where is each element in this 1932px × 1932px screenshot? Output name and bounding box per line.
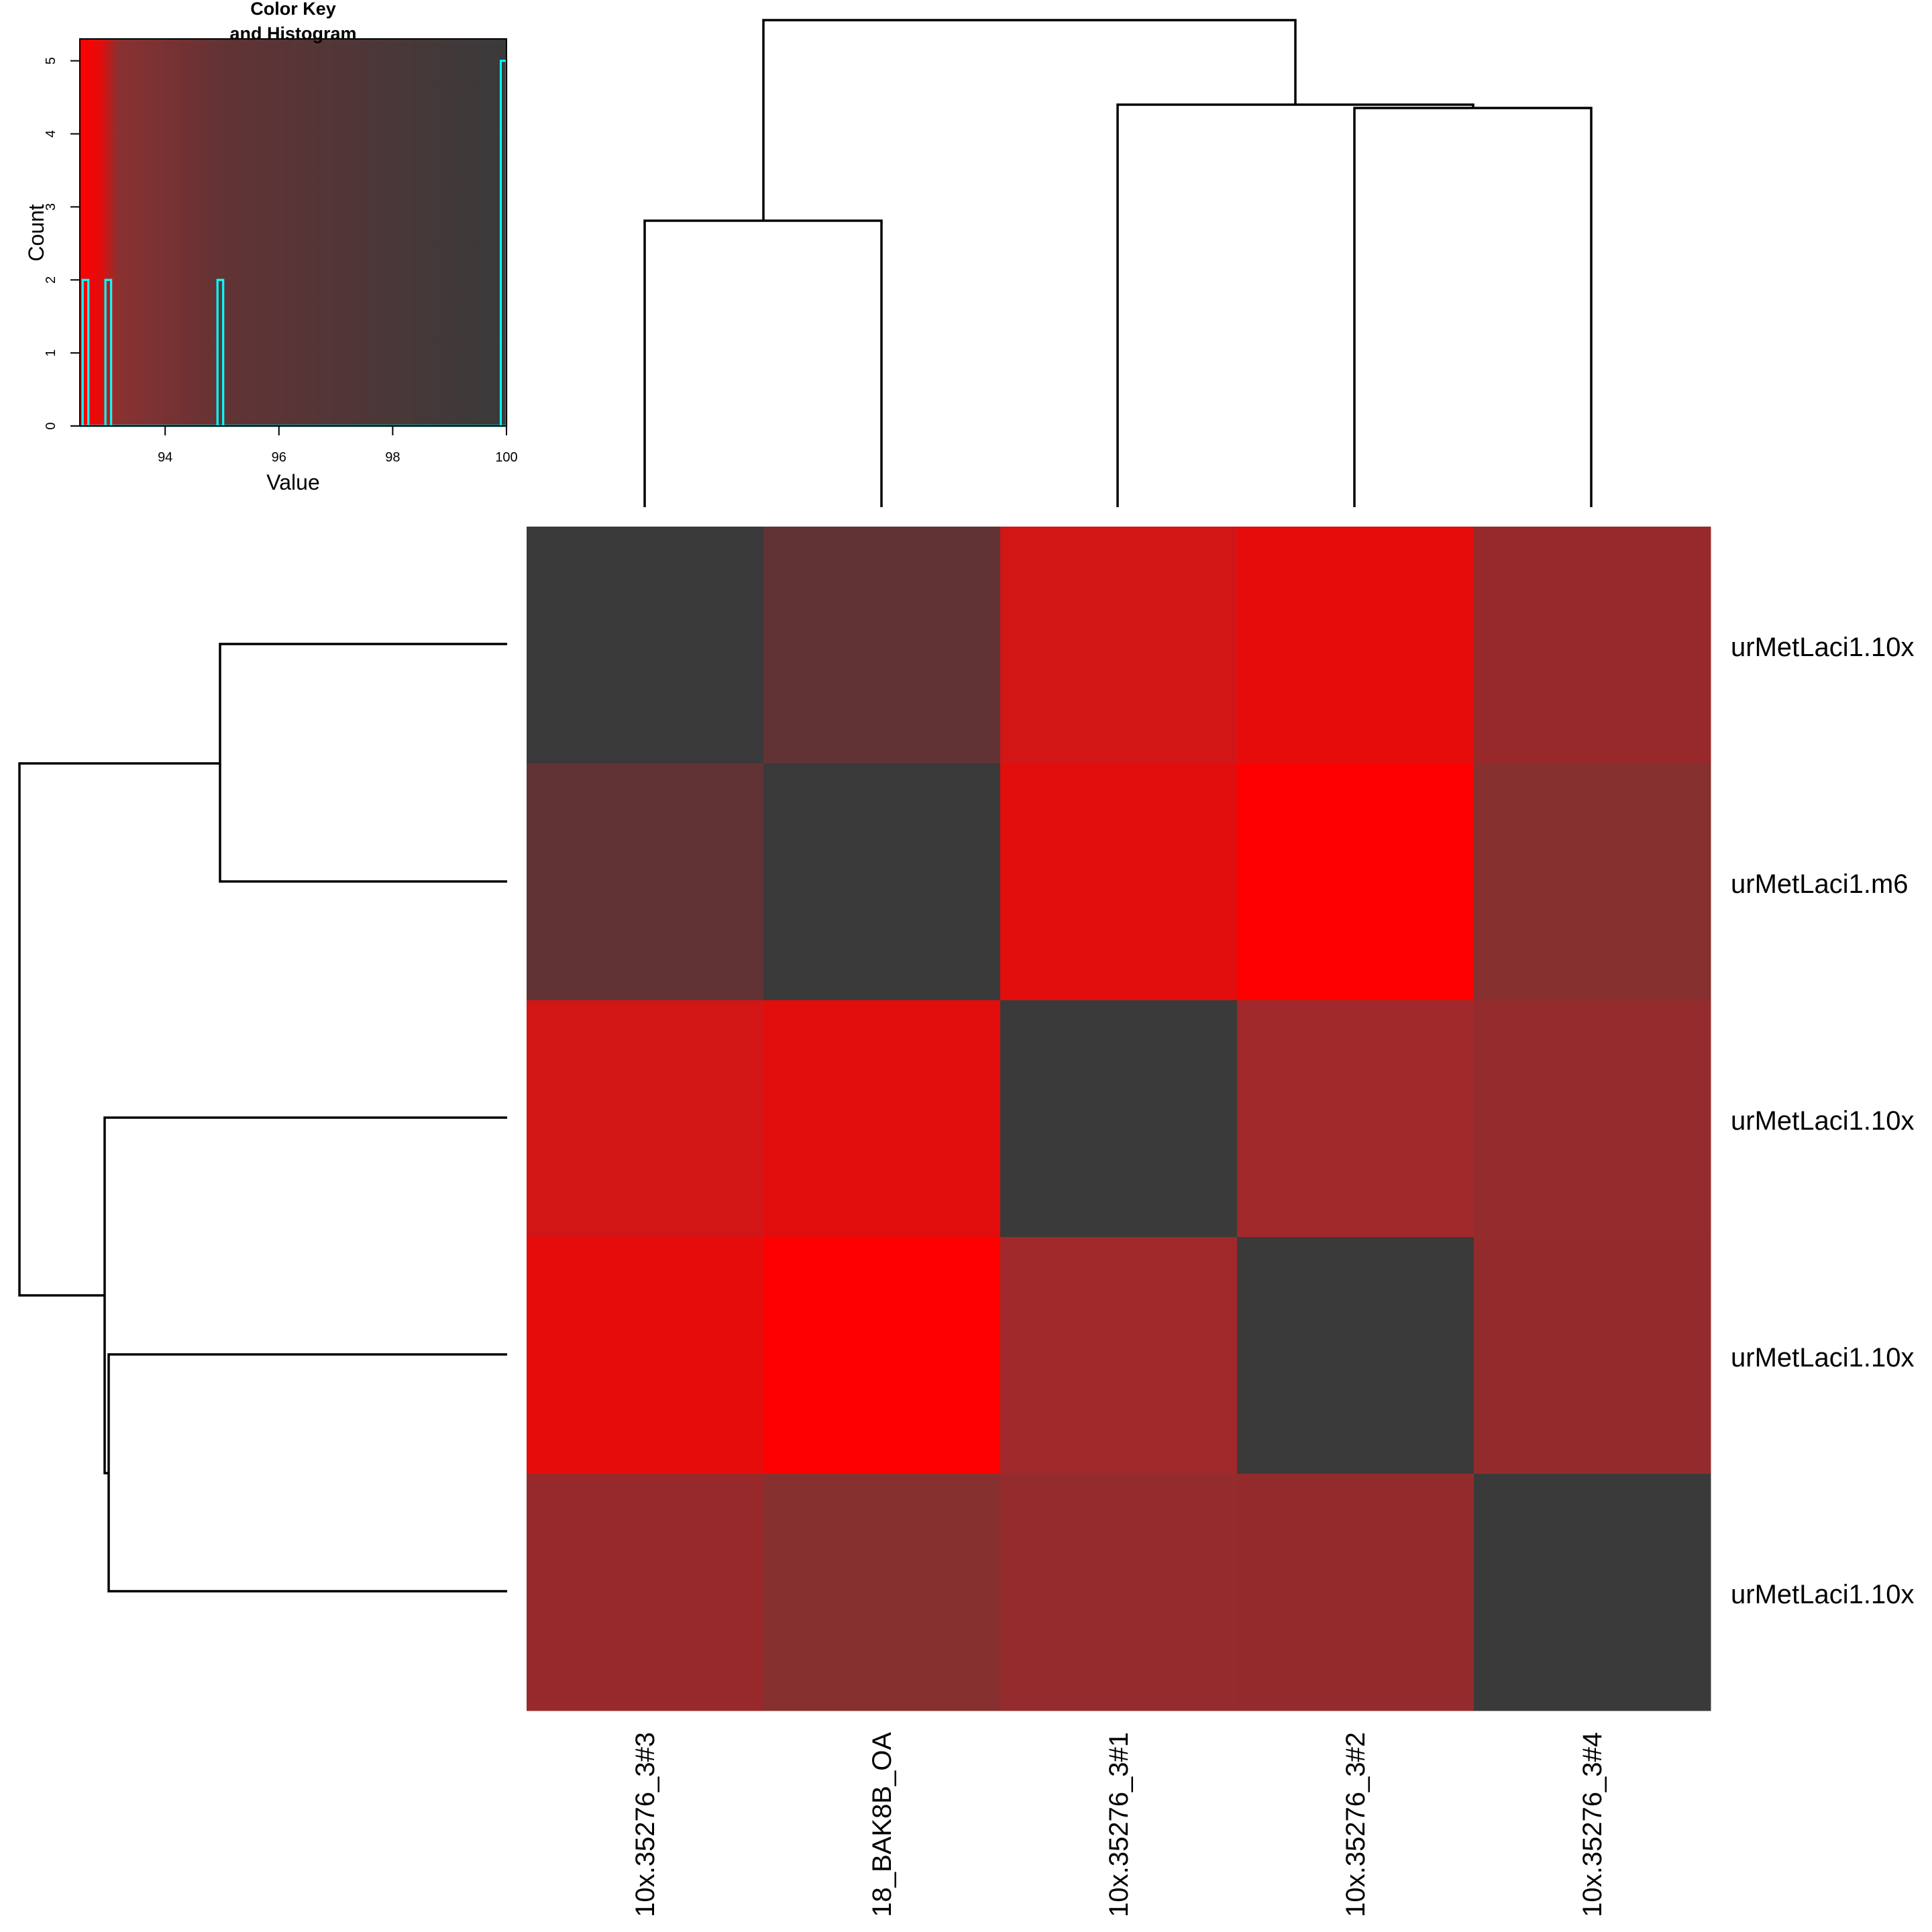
col-dendro-branch-3 [1116, 103, 1474, 507]
y-tick-label-1: 1 [44, 350, 58, 357]
y-tick-label-4: 4 [44, 130, 58, 138]
heatmap-cell-r2-c4 [1237, 763, 1474, 1001]
heatmap-cell-r5-c3 [1000, 1474, 1238, 1711]
col-label-4: 10x.35276_3#2 [1341, 1732, 1371, 1917]
heatmap-cell-r5-c1 [527, 1474, 764, 1711]
heatmap-cell-r1-c4 [1237, 527, 1474, 764]
heatmap-cell-r1-c3 [1000, 527, 1238, 764]
color-key-gradient-bar [80, 39, 506, 426]
heatmap-cell-r4-c4 [1237, 1237, 1474, 1474]
x-tick-label-98: 98 [385, 450, 400, 465]
heatmap-cells [527, 527, 1711, 1711]
y-tick-label-5: 5 [44, 57, 58, 64]
row-label-4: urMetLaci1.10x [1731, 1343, 1914, 1373]
color-key-title: Color Key [250, 0, 336, 19]
heatmap-cell-r3-c4 [1237, 1000, 1474, 1238]
col-dendro-branch-1 [643, 219, 883, 507]
row-label-1: urMetLaci1.10x [1731, 633, 1914, 662]
column-dendrogram [643, 19, 1593, 507]
y-tick-label-0: 0 [44, 422, 58, 429]
heatmap-cell-r4-c3 [1000, 1237, 1238, 1474]
color-key-x-label: Value [266, 470, 319, 494]
color-key-y-label: Count [24, 204, 48, 262]
row-label-2: urMetLaci1.m6 [1731, 869, 1909, 899]
row-dendro-branch-3 [103, 1116, 507, 1474]
heatmap-cell-r4-c2 [763, 1237, 1001, 1474]
heatmap-cell-r3-c1 [527, 1000, 764, 1238]
y-tick-label-2: 2 [44, 276, 58, 284]
row-dendro-branch-1 [219, 643, 507, 883]
color-key: 0 1 2 3 4 5 94 96 98 100 Color Key and Histogram… [24, 0, 518, 494]
heatmap-cell-r3-c3 [1000, 1000, 1238, 1238]
col-dendro-branch-root [762, 19, 1297, 221]
heatmap-cell-r5-c2 [763, 1474, 1001, 1711]
row-dendrogram [18, 643, 507, 1593]
row-label-5: urMetLaci1.10x [1731, 1580, 1914, 1609]
heatmap-cell-r2-c2 [763, 763, 1001, 1001]
heatmap-cell-r1-c5 [1474, 527, 1711, 764]
col-label-1: 10x.35276_3#3 [631, 1732, 660, 1917]
column-labels: 10x.35276_3#3 18_BAK8B_OA 10x.35276_3#1 … [631, 1732, 1607, 1917]
row-label-3: urMetLaci1.10x [1731, 1106, 1914, 1136]
heatmap-cell-r2-c5 [1474, 763, 1711, 1001]
heatmap-cell-r5-c4 [1237, 1474, 1474, 1711]
row-labels: urMetLaci1.10x urMetLaci1.m6 urMetLaci1.… [1731, 633, 1914, 1609]
col-label-3: 10x.35276_3#1 [1104, 1732, 1134, 1917]
heatmap-cell-r1-c1 [527, 527, 764, 764]
row-dendro-branch-2 [107, 1353, 507, 1593]
col-dendro-branch-2 [1353, 107, 1593, 507]
heatmap-cell-r3-c5 [1474, 1000, 1711, 1238]
row-dendro-branch-root [18, 762, 220, 1297]
col-label-5: 10x.35276_3#4 [1578, 1732, 1607, 1917]
heatmap-cell-r4-c1 [527, 1237, 764, 1474]
heatmap-cell-r2-c3 [1000, 763, 1238, 1001]
heatmap-cell-r4-c5 [1474, 1237, 1711, 1474]
heatmap-cell-r3-c2 [763, 1000, 1001, 1238]
color-key-x-axis: 94 96 98 100 [158, 425, 518, 465]
col-label-2: 18_BAK8B_OA [867, 1732, 897, 1917]
heatmap-cell-r5-c5 [1474, 1474, 1711, 1711]
x-tick-label-94: 94 [158, 450, 172, 465]
x-tick-label-96: 96 [272, 450, 286, 465]
heatmap-cell-r2-c1 [527, 763, 764, 1001]
color-key-subtitle: and Histogram [229, 23, 356, 44]
heatmap-cell-r1-c2 [763, 527, 1001, 764]
x-tick-label-100: 100 [495, 450, 517, 465]
y-tick-label-3: 3 [44, 203, 58, 211]
color-key-y-axis: 0 1 2 3 4 5 [44, 57, 80, 430]
